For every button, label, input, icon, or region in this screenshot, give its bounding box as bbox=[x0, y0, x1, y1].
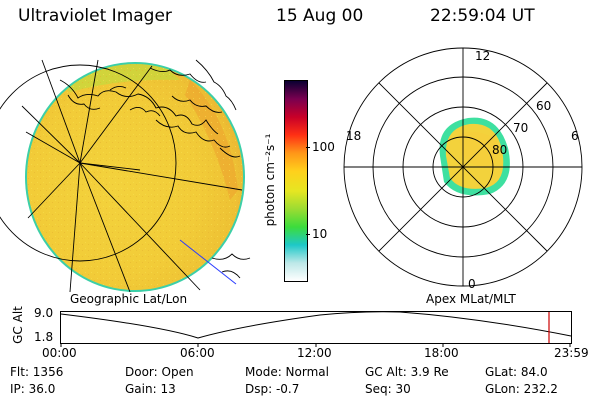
time-label: 22:59:04 UT bbox=[430, 6, 535, 26]
altitude-track-plot bbox=[60, 311, 572, 347]
x-tick-0600: 06:00 bbox=[180, 346, 215, 360]
altitude-curve bbox=[60, 311, 572, 339]
x-tick-1800: 18:00 bbox=[424, 346, 459, 360]
mlt-label-12: 12 bbox=[475, 49, 490, 63]
auroral-oval bbox=[439, 117, 510, 196]
status-glat: GLat: 84.0 bbox=[485, 365, 548, 379]
lat-label-80: 80 bbox=[492, 143, 507, 157]
right-panel-caption: Apex MLat/MLT bbox=[426, 292, 516, 306]
mlt-label-0: 0 bbox=[468, 277, 476, 290]
disk-image bbox=[25, 62, 245, 292]
mlt-label-6: 6 bbox=[571, 129, 579, 143]
altitude-axis-title: GC Alt bbox=[11, 306, 25, 344]
altitude-tick-9: 9.0 bbox=[34, 306, 54, 320]
status-seq: Seq: 30 bbox=[365, 382, 411, 396]
polar-plot: 12 18 6 0 60 70 80 bbox=[343, 47, 583, 290]
left-panel-caption: Geographic Lat/Lon bbox=[70, 292, 188, 306]
altitude-tick-1-8: 1.8 bbox=[34, 330, 54, 344]
colorbar bbox=[284, 80, 308, 282]
status-ip: IP: 36.0 bbox=[10, 382, 56, 396]
instrument-title: Ultraviolet Imager bbox=[18, 6, 172, 26]
colorbar-fill bbox=[285, 81, 307, 281]
status-mode: Mode: Normal bbox=[245, 365, 329, 379]
colorbar-tick-100: 100 bbox=[312, 140, 335, 154]
status-flt: Flt: 1356 bbox=[10, 365, 64, 379]
coastlines bbox=[59, 59, 251, 279]
x-tick-0000: 00:00 bbox=[42, 346, 77, 360]
x-tick-2359: 23:59 bbox=[554, 346, 589, 360]
colorbar-tick-100-mark bbox=[306, 147, 310, 148]
geographic-image bbox=[0, 59, 251, 293]
lat-label-70: 70 bbox=[513, 121, 528, 135]
polar-grid bbox=[343, 47, 583, 287]
lat-label-60: 60 bbox=[536, 99, 551, 113]
mlt-label-18: 18 bbox=[346, 129, 361, 143]
status-gain: Gain: 13 bbox=[125, 382, 176, 396]
colorbar-tick-10-mark bbox=[306, 234, 310, 235]
status-door: Door: Open bbox=[125, 365, 194, 379]
date-label: 15 Aug 00 bbox=[276, 6, 364, 26]
status-dsp: Dsp: -0.7 bbox=[245, 382, 300, 396]
colorbar-unit: photon cm⁻²s⁻¹ bbox=[263, 133, 277, 227]
status-glon: GLon: 232.2 bbox=[485, 382, 558, 396]
colorbar-tick-10: 10 bbox=[312, 227, 328, 241]
terminator-line bbox=[179, 239, 237, 285]
status-gc-alt: GC Alt: 3.9 Re bbox=[365, 365, 449, 379]
lat-lon-grid bbox=[0, 59, 243, 293]
x-tick-1200: 12:00 bbox=[297, 346, 332, 360]
